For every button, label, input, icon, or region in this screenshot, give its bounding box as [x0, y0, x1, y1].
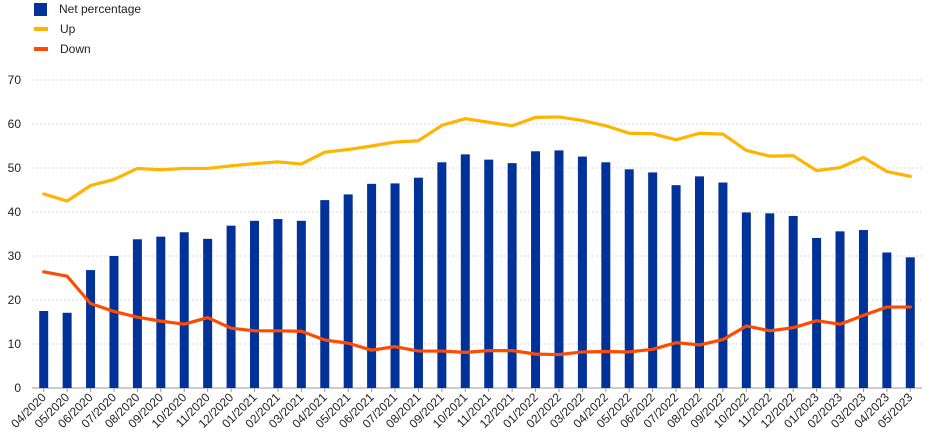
bar-net-percentage — [905, 257, 915, 388]
bar-net-percentage — [671, 185, 681, 388]
y-tick-label: 20 — [8, 293, 22, 307]
bar-net-percentage — [296, 220, 306, 388]
y-tick-label: 30 — [8, 249, 22, 263]
bar-net-percentage — [601, 162, 611, 388]
bar-net-percentage — [62, 312, 72, 388]
legend-swatch-down — [34, 47, 48, 51]
y-tick-label: 50 — [8, 161, 22, 175]
bar-net-percentage — [460, 154, 470, 388]
y-tick-label: 10 — [8, 337, 22, 351]
bar-net-percentage — [624, 169, 634, 388]
legend-item-up: Up — [34, 20, 75, 38]
bar-net-percentage — [695, 176, 704, 388]
bar-net-percentage — [203, 238, 213, 388]
y-tick-label: 0 — [14, 381, 21, 395]
bar-net-percentage — [554, 150, 564, 388]
bar-net-percentage — [741, 212, 751, 388]
bar-net-percentage — [156, 236, 166, 388]
bar-net-percentage — [109, 256, 119, 388]
legend-swatch-net-percentage — [34, 2, 47, 16]
legend-label-down: Down — [60, 42, 91, 56]
bar-net-percentage — [132, 239, 142, 388]
bar-net-percentage — [858, 230, 868, 388]
bar-net-percentage — [367, 183, 377, 388]
legend-item-net-percentage: Net percentage — [34, 0, 141, 18]
bar-net-percentage — [648, 172, 658, 388]
legend-label-net-percentage: Net percentage — [59, 2, 142, 16]
legend-item-down: Down — [34, 40, 91, 58]
y-tick-label: 70 — [8, 73, 22, 87]
bar-net-percentage — [718, 182, 728, 388]
bar-net-percentage — [343, 194, 353, 388]
bar-net-percentage — [882, 252, 892, 388]
bar-net-percentage — [484, 159, 494, 388]
bar-net-percentage — [507, 163, 517, 388]
bar-net-percentage — [577, 156, 587, 388]
bar-net-percentage — [273, 219, 283, 388]
bar-net-percentage — [179, 232, 189, 388]
bar-net-percentage — [413, 177, 423, 388]
bar-net-percentage — [86, 270, 96, 388]
bar-net-percentage — [531, 151, 541, 388]
bar-net-percentage — [250, 220, 259, 388]
bar-net-percentage — [226, 225, 236, 388]
bar-net-percentage — [788, 215, 798, 388]
bar-net-percentage — [437, 162, 447, 388]
line-up — [42, 115, 912, 203]
bar-net-percentage — [765, 213, 775, 388]
legend-label-up: Up — [60, 22, 76, 36]
y-tick-label: 40 — [8, 205, 22, 219]
bar-net-percentage — [812, 237, 822, 388]
y-tick-label: 60 — [8, 117, 22, 131]
bar-net-percentage — [320, 200, 330, 388]
bar-net-percentage — [835, 231, 845, 388]
legend-swatch-up — [34, 27, 48, 31]
line-down — [42, 270, 912, 357]
bar-net-percentage — [39, 311, 49, 388]
bar-net-percentage — [390, 183, 400, 388]
